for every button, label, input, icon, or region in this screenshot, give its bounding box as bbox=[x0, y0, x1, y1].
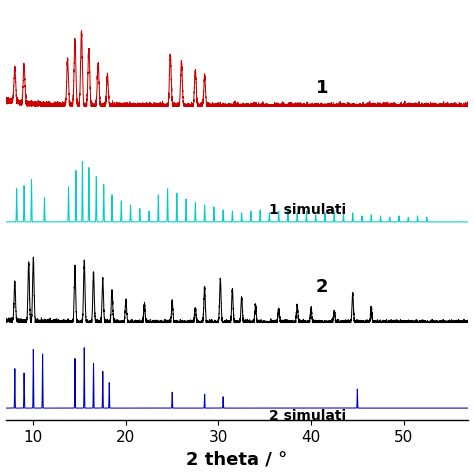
Text: 2: 2 bbox=[316, 278, 328, 296]
Text: 2 simulati: 2 simulati bbox=[269, 409, 346, 423]
Text: 1 simulati: 1 simulati bbox=[269, 203, 346, 217]
X-axis label: 2 theta / °: 2 theta / ° bbox=[186, 450, 288, 468]
Text: 1: 1 bbox=[316, 79, 328, 97]
